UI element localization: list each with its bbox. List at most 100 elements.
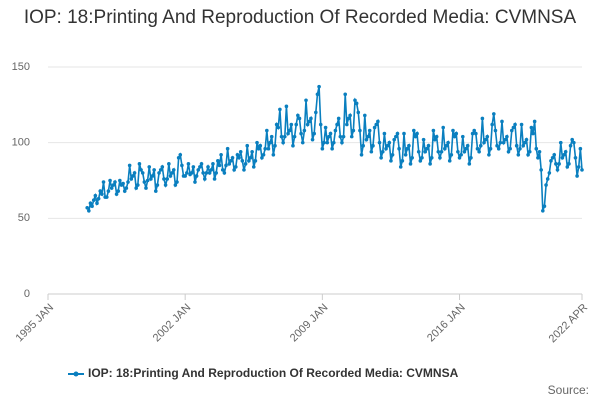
data-point: [178, 152, 183, 157]
x-tick-label: 2016 JAN: [425, 302, 468, 345]
data-point: [240, 159, 245, 163]
data-point: [134, 186, 138, 190]
data-point: [534, 146, 539, 151]
data-point: [220, 168, 225, 172]
data-point: [294, 122, 299, 127]
data-point: [273, 143, 277, 148]
data-point: [400, 159, 405, 163]
data-point: [98, 189, 103, 193]
data-point: [165, 177, 170, 181]
data-point: [204, 171, 209, 175]
data-point: [202, 177, 207, 181]
data-point: [389, 159, 393, 163]
data-point: [307, 119, 312, 124]
data-point: [451, 128, 455, 133]
data-point: [189, 171, 194, 175]
data-point: [501, 140, 506, 145]
data-point: [118, 178, 122, 183]
data-point: [183, 174, 187, 178]
data-point: [216, 159, 220, 163]
data-point: [385, 143, 390, 148]
data-point: [554, 162, 558, 166]
data-point: [496, 146, 501, 151]
data-point: [413, 134, 418, 139]
data-point: [93, 193, 98, 198]
data-point: [242, 168, 246, 172]
data-point: [398, 165, 403, 169]
data-point: [487, 152, 491, 157]
data-point: [206, 165, 210, 169]
data-point: [114, 192, 119, 196]
data-point: [415, 131, 419, 136]
data-point: [258, 143, 263, 148]
data-point: [558, 140, 563, 145]
data-point: [379, 156, 383, 160]
data-point: [269, 134, 274, 139]
data-point: [238, 149, 243, 154]
data-point: [256, 146, 261, 151]
data-point: [312, 131, 316, 136]
data-point: [542, 204, 547, 209]
data-point: [493, 128, 498, 133]
data-point: [555, 168, 560, 172]
data-point: [136, 183, 140, 187]
data-point: [111, 183, 116, 187]
data-point: [251, 165, 256, 169]
data-point: [227, 162, 232, 166]
data-point: [575, 174, 579, 178]
data-point: [333, 128, 338, 133]
data-point: [153, 189, 158, 193]
data-point: [505, 134, 509, 139]
data-point: [260, 156, 264, 160]
data-point: [201, 171, 205, 175]
data-point: [100, 192, 104, 196]
data-point: [330, 146, 334, 151]
data-point: [570, 137, 575, 142]
data-point: [495, 143, 499, 148]
data-point: [345, 122, 349, 127]
data-point: [410, 156, 414, 160]
data-point: [568, 143, 573, 148]
data-point: [167, 162, 171, 166]
data-point: [421, 137, 426, 142]
data-point: [194, 174, 199, 178]
data-point: [279, 134, 284, 139]
data-point: [176, 156, 181, 160]
data-point: [562, 152, 566, 157]
data-point: [372, 125, 377, 130]
data-point: [310, 137, 315, 142]
data-point: [328, 131, 333, 136]
data-point: [173, 183, 178, 187]
data-point: [304, 98, 308, 103]
data-point: [531, 131, 535, 136]
data-point: [369, 149, 374, 154]
data-point: [483, 137, 488, 142]
data-point: [420, 156, 424, 160]
data-point: [291, 143, 295, 148]
data-point: [563, 149, 568, 154]
data-point: [331, 140, 336, 145]
data-point: [287, 128, 292, 133]
data-point: [394, 134, 398, 139]
data-point: [343, 92, 348, 97]
data-point: [207, 171, 212, 175]
data-point: [212, 177, 217, 181]
data-point: [225, 146, 230, 151]
data-point: [429, 156, 434, 160]
data-point: [549, 159, 553, 163]
data-point: [434, 134, 439, 139]
data-point: [426, 143, 431, 148]
data-point: [131, 174, 135, 178]
data-point: [327, 134, 331, 139]
data-point: [126, 180, 130, 184]
data-point: [444, 143, 449, 148]
y-tick-label: 150: [12, 61, 30, 73]
data-point: [537, 149, 542, 154]
data-point: [544, 183, 548, 187]
data-point: [382, 131, 387, 136]
data-point: [518, 146, 522, 151]
data-point: [439, 149, 444, 154]
legend-marker: [73, 371, 79, 377]
data-point: [371, 143, 375, 148]
